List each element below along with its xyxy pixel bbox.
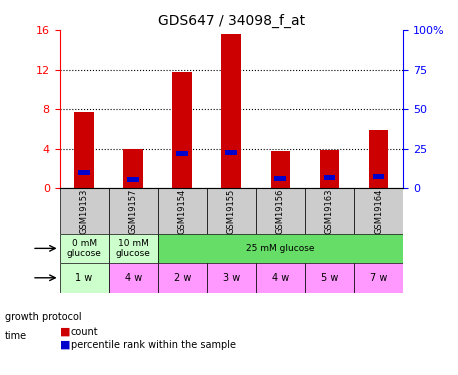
Text: GSM19154: GSM19154 [178, 188, 187, 234]
Text: GSM19164: GSM19164 [374, 188, 383, 234]
FancyBboxPatch shape [354, 263, 403, 292]
Text: 4 w: 4 w [272, 273, 289, 283]
Text: GSM19153: GSM19153 [80, 188, 88, 234]
Bar [225, 150, 237, 155]
FancyBboxPatch shape [60, 234, 109, 263]
FancyBboxPatch shape [158, 188, 207, 234]
Bar [323, 175, 335, 180]
Text: 25 mM glucose: 25 mM glucose [246, 244, 315, 253]
FancyBboxPatch shape [305, 263, 354, 292]
FancyBboxPatch shape [305, 188, 354, 234]
Text: percentile rank within the sample: percentile rank within the sample [71, 340, 236, 350]
Text: 7 w: 7 w [370, 273, 387, 283]
FancyBboxPatch shape [207, 263, 256, 292]
Bar [123, 149, 143, 188]
Text: 0 mM
glucose: 0 mM glucose [66, 238, 102, 258]
FancyBboxPatch shape [109, 234, 158, 263]
FancyBboxPatch shape [256, 263, 305, 292]
Bar [222, 34, 241, 188]
Text: time: time [5, 331, 27, 340]
Text: growth protocol: growth protocol [5, 312, 81, 322]
Text: GSM19156: GSM19156 [276, 188, 285, 234]
Bar [274, 176, 286, 182]
FancyBboxPatch shape [158, 234, 403, 263]
FancyBboxPatch shape [109, 263, 158, 292]
Text: GSM19163: GSM19163 [325, 188, 334, 234]
Bar [373, 174, 384, 179]
Bar [320, 150, 339, 188]
Text: 2 w: 2 w [174, 273, 191, 283]
Text: 1 w: 1 w [76, 273, 93, 283]
Text: ■: ■ [60, 340, 70, 350]
Bar [127, 177, 139, 182]
FancyBboxPatch shape [354, 188, 403, 234]
Text: GSM19155: GSM19155 [227, 188, 236, 234]
Text: GSM19157: GSM19157 [129, 188, 138, 234]
Text: count: count [71, 327, 98, 337]
Text: 4 w: 4 w [125, 273, 142, 283]
FancyBboxPatch shape [60, 188, 109, 234]
Text: 3 w: 3 w [223, 273, 240, 283]
Bar [176, 151, 188, 156]
Title: GDS647 / 34098_f_at: GDS647 / 34098_f_at [158, 13, 305, 28]
Bar [78, 170, 90, 175]
FancyBboxPatch shape [109, 188, 158, 234]
FancyBboxPatch shape [256, 188, 305, 234]
Text: ■: ■ [60, 327, 70, 337]
FancyBboxPatch shape [60, 263, 109, 292]
FancyBboxPatch shape [207, 188, 256, 234]
Text: 10 mM
glucose: 10 mM glucose [116, 238, 151, 258]
Bar [172, 72, 192, 188]
Bar [271, 151, 290, 188]
Bar [369, 130, 388, 188]
Bar [74, 112, 94, 188]
Text: 5 w: 5 w [321, 273, 338, 283]
FancyBboxPatch shape [158, 263, 207, 292]
